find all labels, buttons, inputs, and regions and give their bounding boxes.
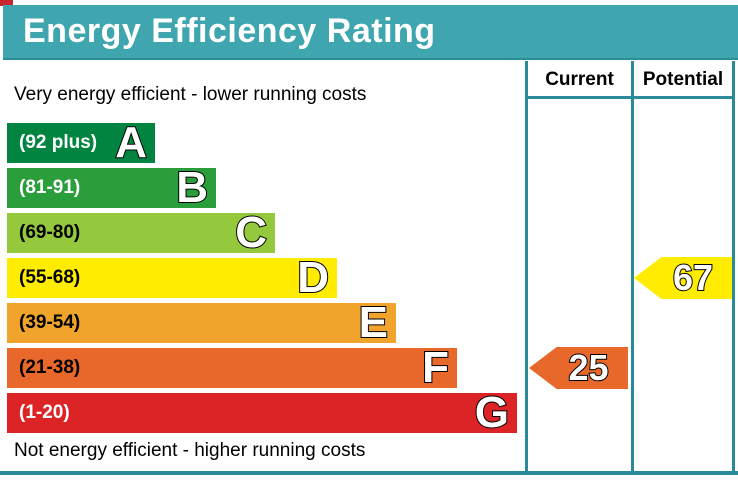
potential-rating-value: 67 [672,257,714,299]
band-e-letter: E [358,298,389,347]
band-g: (1-20) G [7,388,517,437]
band-d: (55-68) D [7,253,337,302]
band-f-range: (21-38) [19,357,81,378]
band-a: (92 plus) A [7,118,155,167]
band-d-letter: D [296,253,330,302]
band-c-range: (69-80) [19,222,81,243]
band-b: (81-91) B [7,163,216,212]
band-d-range: (55-68) [19,267,81,288]
band-f-letter: F [421,343,450,392]
table-border-middle [631,61,634,471]
band-g-range: (1-20) [19,402,70,423]
table-border-left [525,61,528,471]
band-e-range: (39-54) [19,312,81,333]
page-corner-mark [0,0,13,6]
column-header-potential: Potential [642,69,724,90]
band-b-range: (81-91) [19,177,81,198]
table-border-right [732,61,735,471]
table-header-underline [525,96,735,99]
title-bar: Energy Efficiency Rating [3,5,738,60]
page-title: Energy Efficiency Rating [23,12,436,50]
band-a-range: (92 plus) [19,132,98,153]
potential-rating-arrow: 67 [634,257,732,299]
current-rating-value: 25 [567,347,609,389]
bottom-note: Not energy efficient - higher running co… [14,440,366,461]
top-note: Very energy efficient - lower running co… [14,84,367,105]
band-c-letter: C [234,208,268,257]
band-f: (21-38) F [7,343,457,392]
band-b-letter: B [175,163,209,212]
band-e: (39-54) E [7,298,396,347]
band-c: (69-80) C [7,208,275,257]
current-rating-arrow: 25 [529,347,628,389]
column-header-current: Current [545,69,614,90]
chart-bottom-border [0,471,738,475]
band-a-letter: A [114,118,148,167]
band-g-letter: G [474,388,510,437]
